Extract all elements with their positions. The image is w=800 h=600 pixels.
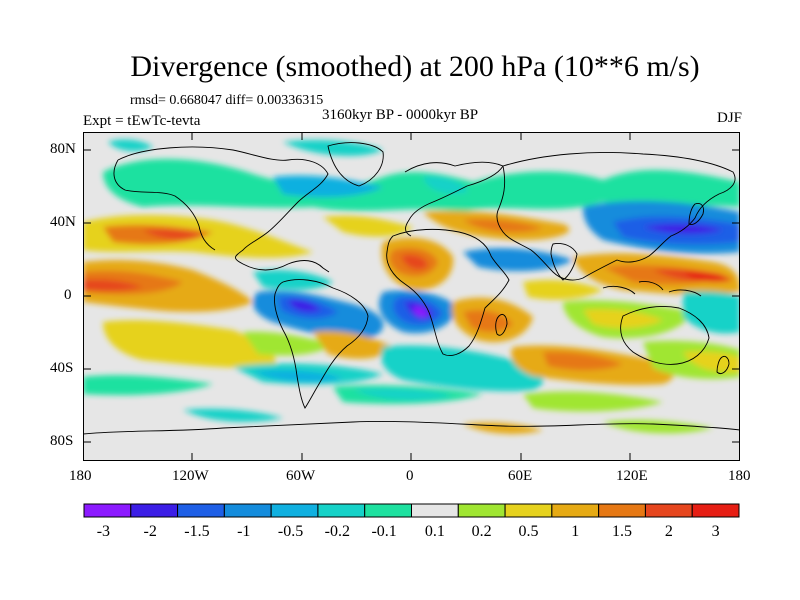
colorbar-swatch [317,503,366,518]
field-patch [583,309,663,329]
field-patch [183,408,283,422]
colorbar-swatch [457,503,506,518]
colorbar-label: -0.2 [325,523,350,540]
field-patch [143,229,203,240]
lat-tick-0: 0 [64,287,72,303]
field-patch [323,215,413,237]
colorbar-swatch [644,503,693,518]
colorbar-swatch [270,503,319,518]
colorbar-label: -1 [237,523,250,540]
lon-tick-120w: 120W [172,468,209,484]
field-patch [103,159,740,212]
coastline [113,159,216,251]
stats-line: rmsd= 0.668047 diff= 0.00336315 [130,93,324,108]
field-patch [683,291,740,334]
colorbar-swatch [364,503,413,518]
field-patch [83,375,213,396]
lat-tick-40n: 40N [50,214,76,230]
field-patch [523,391,663,412]
field-patch [423,176,468,194]
colorbar-label: 0.5 [518,523,538,540]
coastline [688,203,704,225]
lon-tick-0: 0 [406,468,414,484]
colorbar-swatch [504,503,553,518]
colorbar-label: 1 [571,523,579,540]
coastline [602,281,702,297]
coastline [386,228,510,357]
season-label: DJF [716,110,742,126]
colorbar-label: -1.5 [184,523,209,540]
field-patch [401,254,428,270]
colorbar-label: 0.1 [425,523,445,540]
field-patch [83,279,143,292]
lon-tick-180e: 180 [728,468,751,484]
field-patch [243,331,333,356]
colorbar-swatch [223,503,272,518]
colorbar-label: 3 [712,523,720,540]
field-patch [273,175,383,198]
field-patch [313,331,393,359]
field-patch [253,370,343,382]
colorbar-swatch [411,503,459,518]
plot-title: Divergence (smoothed) at 200 hPa (10**6 … [130,50,700,83]
lon-tick-60w: 60W [286,468,316,484]
lon-tick-60e: 60E [508,468,533,484]
colorbar-label: -0.1 [371,523,396,540]
coastline [117,146,330,273]
coastline [496,152,736,281]
coastline [404,161,504,237]
coastline [327,142,384,187]
colorbar-swatch [130,503,179,518]
lat-tick-80s: 80S [50,433,74,449]
lat-tick-40s: 40S [50,360,74,376]
map-ticks [83,132,740,461]
field-patch [108,139,153,152]
field-patch [683,271,733,282]
colorbar-swatch [551,503,600,518]
field-patch [523,279,603,300]
field-patch [543,351,623,371]
field-patch [103,320,276,368]
field-patch [288,299,321,312]
field-contours [83,139,740,434]
colorbar-label: 0.2 [472,523,492,540]
field-patch [283,139,383,156]
coastline [274,279,369,409]
field-patch [463,310,513,332]
colorbar-label: 1.5 [612,523,632,540]
field-patch [413,306,428,318]
period-label: 3160kyr BP - 0000kyr BP [322,107,479,123]
coastline [620,305,710,365]
colorbar-swatch [691,503,740,518]
experiment-label: Expt = tEwTc-tevta [83,113,201,129]
colorbar-label: -2 [144,523,157,540]
colorbar-swatch [177,503,225,518]
coastline [83,421,740,435]
colorbar-swatch [598,503,646,518]
map-frame [83,132,740,461]
divergence-map [83,132,740,461]
colorbar-label: -0.5 [278,523,303,540]
lat-tick-80n: 80N [50,141,76,157]
lon-tick-120e: 120E [616,468,648,484]
coastlines [83,142,740,435]
colorbar-label: -3 [97,523,110,540]
field-patch [353,388,453,400]
field-patch [643,224,723,234]
coastline [495,313,508,336]
field-patch [463,219,543,233]
field-patch [381,345,544,392]
coastline [550,243,578,281]
coastline [716,355,730,375]
lon-tick-180w: 180 [69,468,92,484]
colorbar-label: 2 [665,523,673,540]
colorbar-swatch [83,503,132,518]
